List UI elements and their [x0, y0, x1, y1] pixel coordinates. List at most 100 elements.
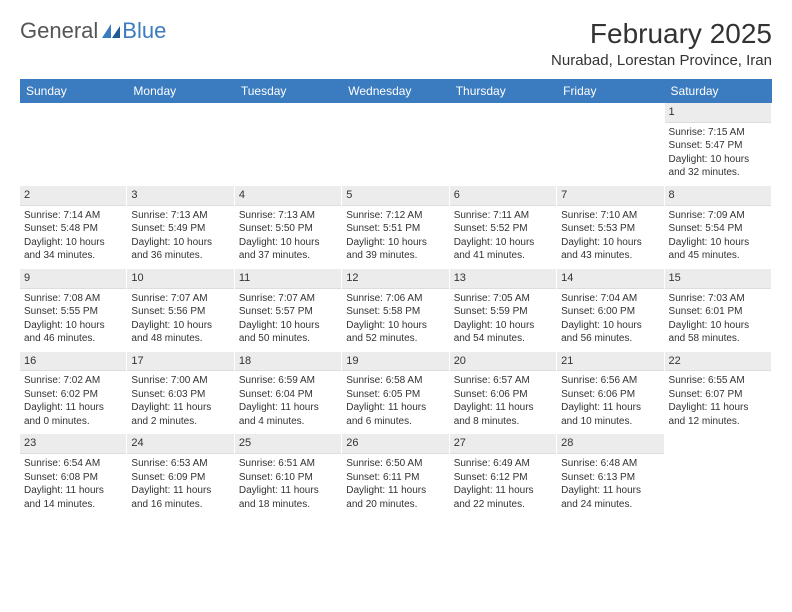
- week-row: 16Sunrise: 7:02 AMSunset: 6:02 PMDayligh…: [20, 352, 772, 435]
- dow-tuesday: Tuesday: [235, 79, 342, 103]
- day-body: Sunrise: 6:56 AMSunset: 6:06 PMDaylight:…: [557, 371, 663, 434]
- day-daylight2: and 18 minutes.: [239, 498, 337, 512]
- title-block: February 2025 Nurabad, Lorestan Province…: [551, 18, 772, 69]
- day-sunset: Sunset: 6:08 PM: [24, 471, 122, 485]
- day-cell: 5Sunrise: 7:12 AMSunset: 5:51 PMDaylight…: [342, 186, 449, 269]
- day-body: Sunrise: 6:53 AMSunset: 6:09 PMDaylight:…: [127, 454, 233, 517]
- day-daylight2: and 34 minutes.: [24, 249, 122, 263]
- day-daylight2: and 8 minutes.: [454, 415, 552, 429]
- day-cell: [20, 103, 127, 186]
- day-daylight2: and 22 minutes.: [454, 498, 552, 512]
- day-sunset: Sunset: 5:48 PM: [24, 222, 122, 236]
- day-number: 6: [450, 186, 556, 206]
- day-number: 26: [342, 434, 448, 454]
- day-sunrise: Sunrise: 7:15 AM: [669, 126, 767, 140]
- day-sunrise: Sunrise: 7:09 AM: [669, 209, 767, 223]
- day-body: Sunrise: 7:12 AMSunset: 5:51 PMDaylight:…: [342, 206, 448, 269]
- dow-monday: Monday: [127, 79, 234, 103]
- day-sunrise: Sunrise: 7:06 AM: [346, 292, 444, 306]
- day-body: Sunrise: 7:07 AMSunset: 5:56 PMDaylight:…: [127, 289, 233, 352]
- day-body: Sunrise: 7:05 AMSunset: 5:59 PMDaylight:…: [450, 289, 556, 352]
- day-number: 5: [342, 186, 448, 206]
- day-number: 11: [235, 269, 341, 289]
- day-cell: 14Sunrise: 7:04 AMSunset: 6:00 PMDayligh…: [557, 269, 664, 352]
- day-daylight1: Daylight: 11 hours: [24, 484, 122, 498]
- day-sunset: Sunset: 6:09 PM: [131, 471, 229, 485]
- day-sunrise: Sunrise: 7:07 AM: [131, 292, 229, 306]
- day-sunset: Sunset: 6:07 PM: [669, 388, 767, 402]
- month-title: February 2025: [551, 18, 772, 50]
- day-sunrise: Sunrise: 6:59 AM: [239, 374, 337, 388]
- day-cell: 27Sunrise: 6:49 AMSunset: 6:12 PMDayligh…: [450, 434, 557, 517]
- day-sunrise: Sunrise: 6:56 AM: [561, 374, 659, 388]
- day-daylight2: and 0 minutes.: [24, 415, 122, 429]
- day-sunrise: Sunrise: 6:49 AM: [454, 457, 552, 471]
- day-sunrise: Sunrise: 7:02 AM: [24, 374, 122, 388]
- location-label: Nurabad, Lorestan Province, Iran: [551, 52, 772, 69]
- dow-wednesday: Wednesday: [342, 79, 449, 103]
- logo: General Blue: [20, 18, 166, 44]
- day-cell: 11Sunrise: 7:07 AMSunset: 5:57 PMDayligh…: [235, 269, 342, 352]
- day-body: Sunrise: 7:03 AMSunset: 6:01 PMDaylight:…: [665, 289, 771, 352]
- day-sunset: Sunset: 5:50 PM: [239, 222, 337, 236]
- day-sunset: Sunset: 6:04 PM: [239, 388, 337, 402]
- day-daylight2: and 4 minutes.: [239, 415, 337, 429]
- header: General Blue February 2025 Nurabad, Lore…: [20, 18, 772, 69]
- dow-thursday: Thursday: [450, 79, 557, 103]
- day-number: 9: [20, 269, 126, 289]
- day-daylight1: Daylight: 11 hours: [454, 401, 552, 415]
- day-body: Sunrise: 7:02 AMSunset: 6:02 PMDaylight:…: [20, 371, 126, 434]
- day-number: 20: [450, 352, 556, 372]
- day-number: 17: [127, 352, 233, 372]
- day-cell: 13Sunrise: 7:05 AMSunset: 5:59 PMDayligh…: [450, 269, 557, 352]
- day-cell: 28Sunrise: 6:48 AMSunset: 6:13 PMDayligh…: [557, 434, 664, 517]
- day-sunrise: Sunrise: 6:51 AM: [239, 457, 337, 471]
- day-sunset: Sunset: 6:11 PM: [346, 471, 444, 485]
- day-cell: 21Sunrise: 6:56 AMSunset: 6:06 PMDayligh…: [557, 352, 664, 435]
- day-number: 19: [342, 352, 448, 372]
- day-sunset: Sunset: 5:55 PM: [24, 305, 122, 319]
- day-daylight2: and 58 minutes.: [669, 332, 767, 346]
- day-sunrise: Sunrise: 7:12 AM: [346, 209, 444, 223]
- day-cell: [665, 434, 772, 517]
- day-body: Sunrise: 6:58 AMSunset: 6:05 PMDaylight:…: [342, 371, 448, 434]
- day-cell: 4Sunrise: 7:13 AMSunset: 5:50 PMDaylight…: [235, 186, 342, 269]
- dow-sunday: Sunday: [20, 79, 127, 103]
- day-number: 15: [665, 269, 771, 289]
- day-daylight1: Daylight: 10 hours: [561, 319, 659, 333]
- day-cell: 6Sunrise: 7:11 AMSunset: 5:52 PMDaylight…: [450, 186, 557, 269]
- day-sunset: Sunset: 5:51 PM: [346, 222, 444, 236]
- day-daylight1: Daylight: 11 hours: [561, 484, 659, 498]
- day-daylight1: Daylight: 10 hours: [131, 236, 229, 250]
- day-cell: 22Sunrise: 6:55 AMSunset: 6:07 PMDayligh…: [665, 352, 772, 435]
- day-number: 22: [665, 352, 771, 372]
- day-daylight2: and 41 minutes.: [454, 249, 552, 263]
- day-sunset: Sunset: 6:10 PM: [239, 471, 337, 485]
- day-body: Sunrise: 7:07 AMSunset: 5:57 PMDaylight:…: [235, 289, 341, 352]
- day-sunset: Sunset: 6:05 PM: [346, 388, 444, 402]
- day-sunrise: Sunrise: 7:13 AM: [239, 209, 337, 223]
- day-body: Sunrise: 7:14 AMSunset: 5:48 PMDaylight:…: [20, 206, 126, 269]
- day-sunset: Sunset: 6:06 PM: [454, 388, 552, 402]
- day-daylight2: and 39 minutes.: [346, 249, 444, 263]
- day-daylight1: Daylight: 10 hours: [669, 236, 767, 250]
- day-daylight1: Daylight: 10 hours: [561, 236, 659, 250]
- day-body: Sunrise: 7:13 AMSunset: 5:49 PMDaylight:…: [127, 206, 233, 269]
- week-row: 2Sunrise: 7:14 AMSunset: 5:48 PMDaylight…: [20, 186, 772, 269]
- day-sunrise: Sunrise: 7:00 AM: [131, 374, 229, 388]
- day-number: 25: [235, 434, 341, 454]
- day-cell: [342, 103, 449, 186]
- day-daylight2: and 45 minutes.: [669, 249, 767, 263]
- day-daylight2: and 48 minutes.: [131, 332, 229, 346]
- day-daylight1: Daylight: 11 hours: [454, 484, 552, 498]
- day-daylight2: and 46 minutes.: [24, 332, 122, 346]
- day-sunset: Sunset: 5:59 PM: [454, 305, 552, 319]
- dow-saturday: Saturday: [665, 79, 772, 103]
- day-sunrise: Sunrise: 6:55 AM: [669, 374, 767, 388]
- day-number: 2: [20, 186, 126, 206]
- day-sunrise: Sunrise: 6:50 AM: [346, 457, 444, 471]
- day-daylight1: Daylight: 11 hours: [131, 484, 229, 498]
- day-sunrise: Sunrise: 6:48 AM: [561, 457, 659, 471]
- day-daylight2: and 43 minutes.: [561, 249, 659, 263]
- day-daylight2: and 36 minutes.: [131, 249, 229, 263]
